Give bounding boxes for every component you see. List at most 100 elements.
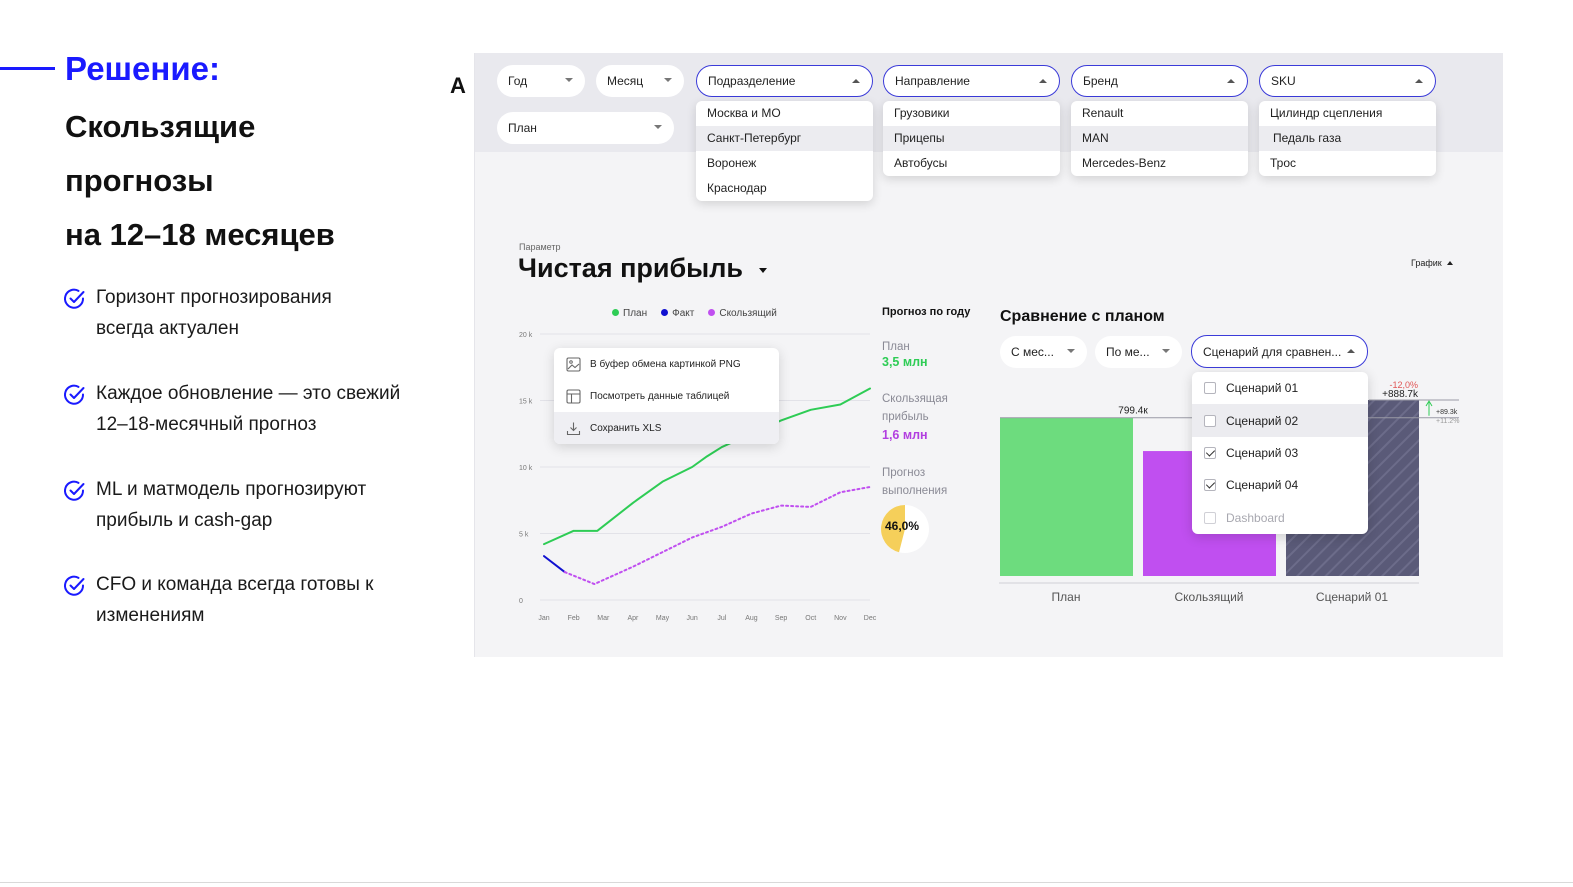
dropdown-option[interactable]: Mercedes-Benz bbox=[1082, 156, 1167, 170]
save-xls-item[interactable]: Сохранить XLS bbox=[554, 412, 779, 444]
parameter-caption: Параметр bbox=[519, 242, 561, 252]
line-chart: 0 5 k 10 k 15 k 20 k Jan Feb Mar Apr May Jun Jul Aug… bbox=[519, 332, 877, 622]
x-tick-label: Jan bbox=[538, 615, 549, 622]
bullet-item: ML и матмодель прогнозируют прибыль и cas… bbox=[63, 474, 433, 536]
x-tick-label: Jul bbox=[717, 615, 726, 622]
completion-value: 46,0% bbox=[885, 519, 920, 533]
direction-select[interactable]: Направление bbox=[883, 65, 1060, 97]
series-line-План bbox=[543, 387, 871, 546]
caret-up-icon bbox=[1446, 261, 1453, 265]
month-select[interactable]: Месяц bbox=[596, 65, 684, 97]
check-circle-icon bbox=[64, 575, 85, 596]
checkbox[interactable] bbox=[1204, 414, 1216, 427]
bar-category-label: План bbox=[1051, 590, 1081, 604]
brand-select[interactable]: Бренд bbox=[1071, 65, 1248, 97]
bar-category-label: Скользящий bbox=[1174, 590, 1244, 604]
dropdown-option[interactable]: MAN bbox=[1071, 126, 1248, 151]
dropdown-option[interactable]: Педаль газа bbox=[1259, 126, 1436, 151]
donut-segment bbox=[881, 505, 905, 553]
bullet-item: Каждое обновление — это свежий 12–18-меся… bbox=[63, 378, 433, 440]
graph-toggle[interactable]: График bbox=[1411, 258, 1453, 268]
bullet-item: CFO и команда всегда готовы к изменениям bbox=[63, 569, 433, 631]
scenario-option[interactable]: Сценарий 01 bbox=[1192, 372, 1368, 404]
checkbox-checked[interactable] bbox=[1204, 479, 1216, 492]
parameter-select[interactable]: Чистая прибыль bbox=[518, 253, 743, 283]
legend-dot bbox=[661, 309, 669, 316]
dropdown-option[interactable]: Воронеж bbox=[707, 156, 757, 170]
plan-select[interactable]: План bbox=[497, 112, 674, 144]
copy-png-item[interactable]: В буфер обмена картинкой PNG bbox=[554, 348, 779, 380]
scenario-option[interactable]: Сценарий 02 bbox=[1192, 404, 1368, 437]
app-sidebar: A bbox=[443, 53, 475, 657]
year-select[interactable]: Год bbox=[497, 65, 585, 97]
y-tick-label: 5 k bbox=[519, 532, 529, 539]
side-delta-percent: +11.2% bbox=[1436, 418, 1459, 425]
chevron-down-icon bbox=[664, 78, 672, 82]
view-table-item[interactable]: Посмотреть данные таблицей bbox=[554, 380, 779, 412]
dropdown-option[interactable]: Краснодар bbox=[707, 181, 767, 195]
dropdown-option[interactable]: Трос bbox=[1270, 156, 1297, 170]
chevron-up-icon bbox=[852, 79, 860, 83]
sku-select[interactable]: SKU bbox=[1259, 65, 1436, 97]
y-tick-label: 10 k bbox=[519, 465, 533, 472]
dropdown-option[interactable]: Прицепы bbox=[883, 126, 1060, 151]
division-select[interactable]: Подразделение bbox=[696, 65, 873, 97]
dropdown-option[interactable]: Renault bbox=[1082, 106, 1124, 120]
bullet-text: ML и матмодель прогнозируют прибыль и cas… bbox=[96, 479, 367, 531]
dashboard-screenshot: A Год Месяц План Подразделение Направлен… bbox=[443, 53, 1503, 657]
caret-down-icon[interactable] bbox=[759, 268, 767, 273]
chevron-up-icon bbox=[1347, 349, 1355, 353]
chevron-down-icon bbox=[1067, 349, 1075, 353]
scenario-option[interactable]: Сценарий 04 bbox=[1192, 469, 1368, 501]
chevron-up-icon bbox=[1415, 79, 1423, 83]
chart-context-menu: В буфер обмена картинкой PNG Посмотреть … bbox=[554, 348, 779, 444]
from-month-select[interactable]: С мес... bbox=[1000, 336, 1087, 368]
scenario-option[interactable]: Сценарий 03 bbox=[1192, 437, 1368, 469]
legend-item: Факт bbox=[661, 308, 694, 319]
checkbox[interactable] bbox=[1204, 511, 1216, 524]
scenario-option[interactable]: Dashboard bbox=[1192, 502, 1368, 534]
bar-data-label: 799.4к bbox=[1118, 406, 1148, 417]
completion-donut bbox=[881, 505, 929, 553]
scenario-select[interactable]: Сценарий для сравнен... bbox=[1191, 335, 1368, 368]
checkbox[interactable] bbox=[1204, 382, 1216, 395]
series-line-Факт bbox=[543, 555, 566, 574]
dropdown-option[interactable]: Санкт-Петербург bbox=[696, 126, 873, 151]
legend-dot bbox=[612, 309, 619, 316]
dropdown-option[interactable]: Автобусы bbox=[894, 156, 948, 170]
image-icon bbox=[566, 356, 581, 372]
x-tick-label: Sep bbox=[775, 615, 788, 622]
side-delta-value: +89.3k bbox=[1436, 409, 1458, 416]
bar-План bbox=[1000, 417, 1133, 576]
chevron-down-icon bbox=[654, 125, 662, 129]
slide-title: Скользящие прогнозы на 12–18 месяцев bbox=[65, 100, 335, 262]
x-tick-label: Feb bbox=[568, 615, 580, 622]
bullet-item: Горизонт прогнозирования всегда актуален bbox=[63, 282, 433, 344]
bullet-text: Каждое обновление — это свежий 12–18-меся… bbox=[96, 383, 401, 435]
checkbox-checked[interactable] bbox=[1204, 446, 1216, 459]
x-tick-label: May bbox=[656, 615, 670, 622]
x-tick-label: Apr bbox=[627, 615, 639, 622]
dropdown-option[interactable]: Грузовики bbox=[894, 106, 950, 120]
to-month-select[interactable]: По ме... bbox=[1095, 336, 1182, 368]
dropdown-option[interactable]: Москва и МО bbox=[707, 106, 781, 120]
check-circle-icon bbox=[64, 480, 85, 501]
check-circle-icon bbox=[64, 288, 85, 309]
app-logo: A bbox=[450, 73, 466, 98]
slide-title-line: на 12–18 месяцев bbox=[65, 217, 335, 252]
delta-percent-label: -12,0% bbox=[1389, 380, 1418, 390]
forecast-rolling-label: Скользящая прибыль bbox=[882, 393, 948, 423]
scenario-dropdown: Сценарий 01 Сценарий 02 Сценарий 03 Сцен… bbox=[1192, 372, 1368, 534]
bar-category-label: Сценарий 01 bbox=[1315, 590, 1389, 604]
x-tick-label: Aug bbox=[745, 615, 758, 622]
chevron-down-icon bbox=[565, 78, 573, 82]
comparison-title: Сравнение с планом bbox=[1000, 308, 1165, 325]
check-circle-icon bbox=[64, 384, 85, 405]
y-tick-label: 15 k bbox=[519, 399, 533, 406]
forecast-rolling-value: 1,6 млн bbox=[882, 428, 928, 442]
legend-item: Скользящий bbox=[708, 308, 777, 319]
accent-line bbox=[0, 67, 55, 70]
dropdown-option[interactable]: Цилиндр сцепления bbox=[1270, 106, 1383, 120]
brand-dropdown: Renault MAN Mercedes-Benz bbox=[1071, 101, 1248, 176]
slide-title-line: прогнозы bbox=[65, 163, 214, 198]
